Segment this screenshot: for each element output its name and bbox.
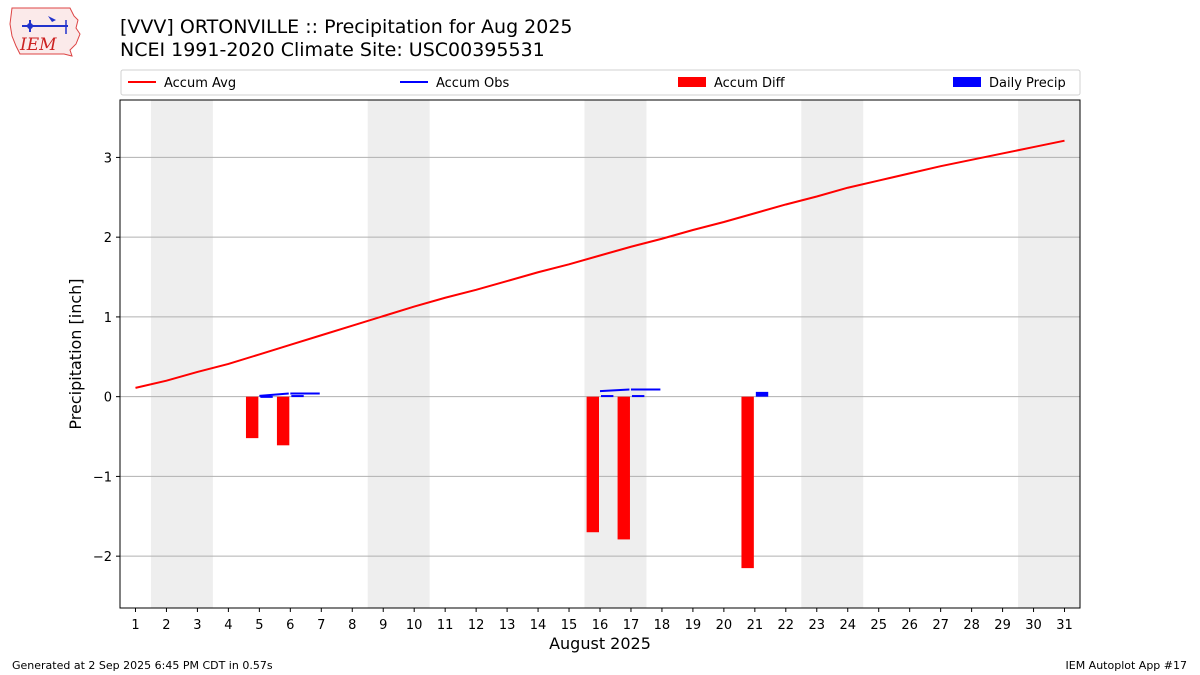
y-tick-label: 3: [104, 151, 112, 166]
accum-obs-segment: [259, 392, 289, 397]
x-tick-label: 26: [901, 618, 918, 633]
chart-subtitle: NCEI 1991-2020 Climate Site: USC00395531: [120, 39, 545, 61]
x-tick-label: 7: [317, 618, 325, 633]
y-tick-label: 0: [104, 391, 112, 406]
x-tick-label: 31: [1056, 618, 1073, 633]
x-tick-label: 13: [499, 618, 516, 633]
x-tick-label: 10: [406, 618, 423, 633]
plot-frame: [119, 99, 1081, 609]
x-tick-label: 4: [224, 618, 232, 633]
x-tick-label: 17: [623, 618, 640, 633]
accum-diff-bar: [617, 396, 630, 540]
x-tick-label: 9: [379, 618, 387, 633]
daily-precip-bar: [601, 395, 614, 398]
legend-box: [120, 69, 1081, 96]
x-tick-label: 29: [994, 618, 1011, 633]
legend-accum-avg: Accum Avg: [164, 76, 236, 91]
x-tick-label: 30: [1025, 618, 1042, 633]
x-tick-label: 1: [131, 618, 139, 633]
x-tick-label: 22: [778, 618, 795, 633]
x-tick-label: 6: [286, 618, 294, 633]
x-tick-label: 2: [162, 618, 170, 633]
accum-obs-segment: [599, 388, 630, 393]
y-tick-label: −1: [93, 470, 112, 485]
accum-diff-bar: [245, 396, 259, 439]
x-tick-label: 11: [437, 618, 454, 633]
x-tick-label: 5: [255, 618, 263, 633]
accum-diff-bar: [276, 396, 290, 446]
x-tick-label: 23: [809, 618, 826, 633]
x-tick-label: 24: [839, 618, 856, 633]
x-tick-label: 25: [870, 618, 887, 633]
legend-daily-precip: Daily Precip: [989, 76, 1066, 91]
y-tick-label: 2: [104, 231, 112, 246]
daily-precip-bar: [755, 391, 769, 397]
chart-title: [VVV] ORTONVILLE :: Precipitation for Au…: [120, 16, 573, 38]
x-tick-label: 20: [716, 618, 733, 633]
weekend-band: [801, 100, 864, 608]
daily-precip-bar: [291, 395, 304, 398]
weekend-band: [150, 100, 213, 608]
x-tick-label: 3: [193, 618, 201, 633]
daily-precip-bar: [260, 395, 273, 398]
daily-precip-bar: [631, 395, 645, 398]
iem-logo: IEM: [9, 7, 81, 57]
x-axis-label: August 2025: [549, 634, 651, 653]
weekend-band: [367, 100, 430, 608]
accum-avg-line: [135, 139, 1065, 389]
weekend-band: [1018, 100, 1080, 608]
x-tick-label: 28: [963, 618, 980, 633]
x-tick-label: 15: [561, 618, 578, 633]
x-tick-label: 21: [747, 618, 764, 633]
x-tick-label: 27: [932, 618, 949, 633]
footer-generated: Generated at 2 Sep 2025 6:45 PM CDT in 0…: [12, 659, 273, 672]
x-tick-label: 19: [685, 618, 702, 633]
y-tick-label: −2: [93, 550, 112, 565]
accum-diff-bar: [741, 396, 754, 569]
x-tick-label: 14: [530, 618, 547, 633]
x-tick-label: 12: [468, 618, 485, 633]
legend-accum-diff-swatch: [678, 77, 706, 87]
legend-accum-obs: Accum Obs: [436, 76, 509, 91]
y-tick-label: 1: [104, 311, 112, 326]
footer-app: IEM Autoplot App #17: [1065, 659, 1188, 672]
x-tick-label: 18: [654, 618, 671, 633]
x-tick-label: 16: [592, 618, 609, 633]
accum-diff-bar: [586, 396, 599, 533]
legend-accum-diff: Accum Diff: [714, 76, 786, 91]
y-axis-label: Precipitation [inch]: [66, 278, 85, 429]
logo-text: IEM: [19, 35, 57, 55]
x-tick-label: 8: [348, 618, 356, 633]
legend-daily-precip-swatch: [953, 77, 981, 87]
